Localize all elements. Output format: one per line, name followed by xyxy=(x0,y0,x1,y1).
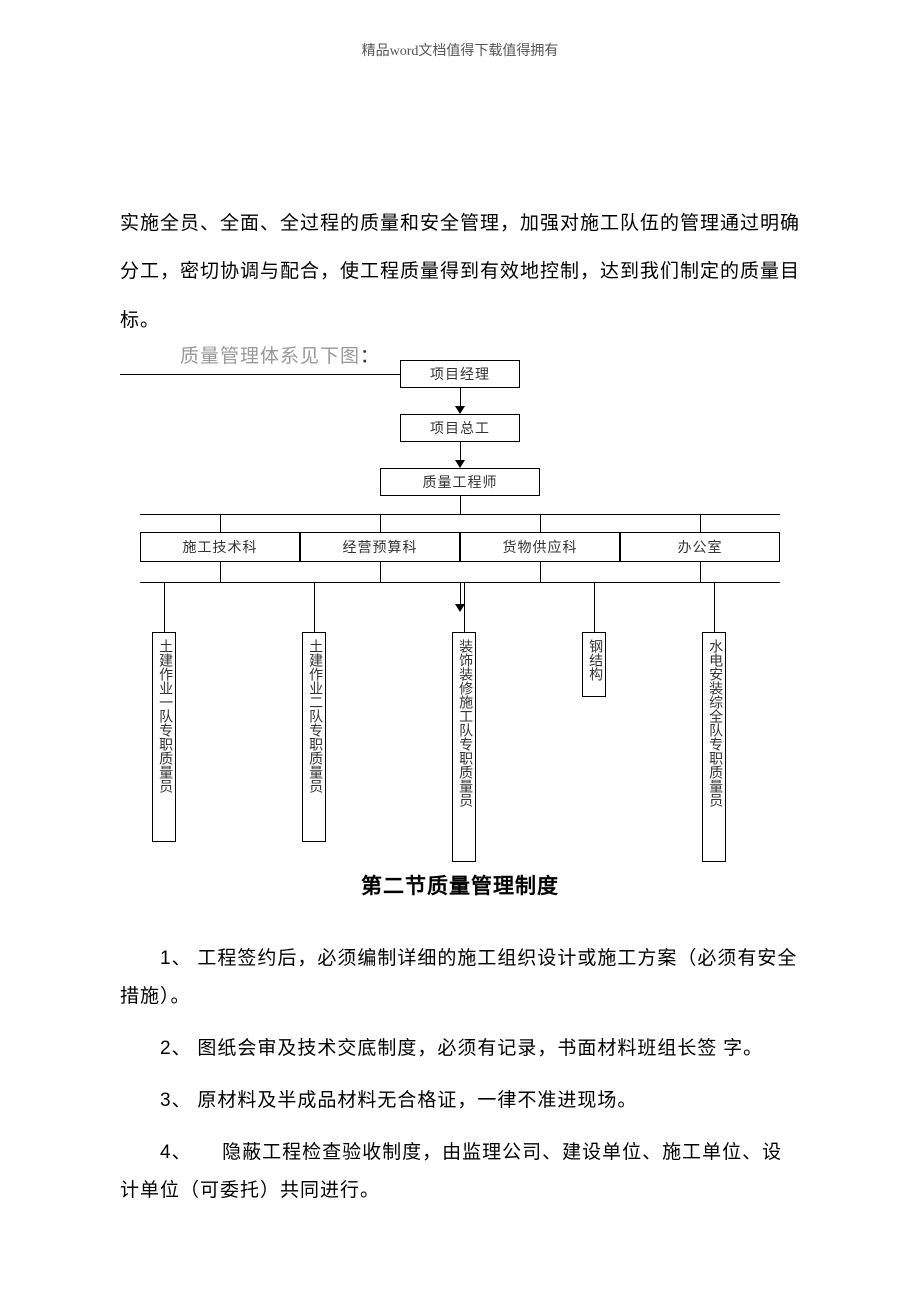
connector xyxy=(700,514,701,532)
node-budget: 经营预算科 xyxy=(300,532,460,562)
connector xyxy=(460,496,461,514)
connector xyxy=(460,388,461,406)
node-t4: 钢结构 xyxy=(582,632,606,697)
connector xyxy=(460,582,461,604)
rule-item: 1、 工程签约后，必须编制详细的施工组织设计或施工方案（必须有安全措施）。 xyxy=(120,940,800,1016)
connector xyxy=(540,562,541,582)
connector xyxy=(120,374,400,375)
node-t2: 土建作业二队专职质量员 xyxy=(302,632,326,842)
rule-item: 3、 原材料及半成品材料无合格证，一律不准进现场。 xyxy=(120,1082,800,1120)
connector xyxy=(140,514,780,515)
node-ce: 项目总工 xyxy=(400,414,520,442)
connector xyxy=(540,514,541,532)
rules-list: 1、 工程签约后，必须编制详细的施工组织设计或施工方案（必须有安全措施）。 2、 … xyxy=(120,940,800,1210)
connector xyxy=(460,442,461,460)
connector xyxy=(380,562,381,582)
connector xyxy=(380,514,381,532)
node-t3: 装饰装修施工队专职质量员 xyxy=(452,632,476,862)
node-office: 办公室 xyxy=(620,532,780,562)
node-supply: 货物供应科 xyxy=(460,532,620,562)
node-qe: 质量工程师 xyxy=(380,468,540,496)
node-t5: 水电安装综全队专职质量员 xyxy=(702,632,726,862)
document-page: 精品word文档值得下载值得拥有 实施全员、全面、全过程的质量和安全管理，加强对… xyxy=(0,0,920,1284)
connector xyxy=(314,582,315,632)
node-tech: 施工技术科 xyxy=(140,532,300,562)
connector xyxy=(220,514,221,532)
intro-paragraph: 实施全员、全面、全过程的质量和安全管理，加强对施工队伍的管理通过明确分工，密切协… xyxy=(120,200,800,345)
connector xyxy=(464,582,465,632)
arrow-icon xyxy=(455,406,465,414)
connector xyxy=(164,582,165,632)
node-t1: 土建作业一队专职质量员 xyxy=(152,632,176,842)
connector xyxy=(594,582,595,632)
connector xyxy=(220,562,221,582)
page-header: 精品word文档值得下载值得拥有 xyxy=(120,40,800,60)
rule-item: 4、 隐蔽工程检查验收制度，由监理公司、建设单位、施工单位、设计单位（可委托）共… xyxy=(120,1134,800,1210)
connector xyxy=(700,562,701,582)
quality-flowchart: 项目经理项目总工质量工程师施工技术科经营预算科货物供应科办公室土建作业一队专职质… xyxy=(120,350,800,860)
connector xyxy=(714,582,715,632)
section-title: 第二节质量管理制度 xyxy=(120,870,800,900)
arrow-icon xyxy=(455,460,465,468)
node-pm: 项目经理 xyxy=(400,360,520,388)
rule-item: 2、 图纸会审及技术交底制度，必须有记录，书面材料班组长签 字。 xyxy=(120,1030,800,1068)
